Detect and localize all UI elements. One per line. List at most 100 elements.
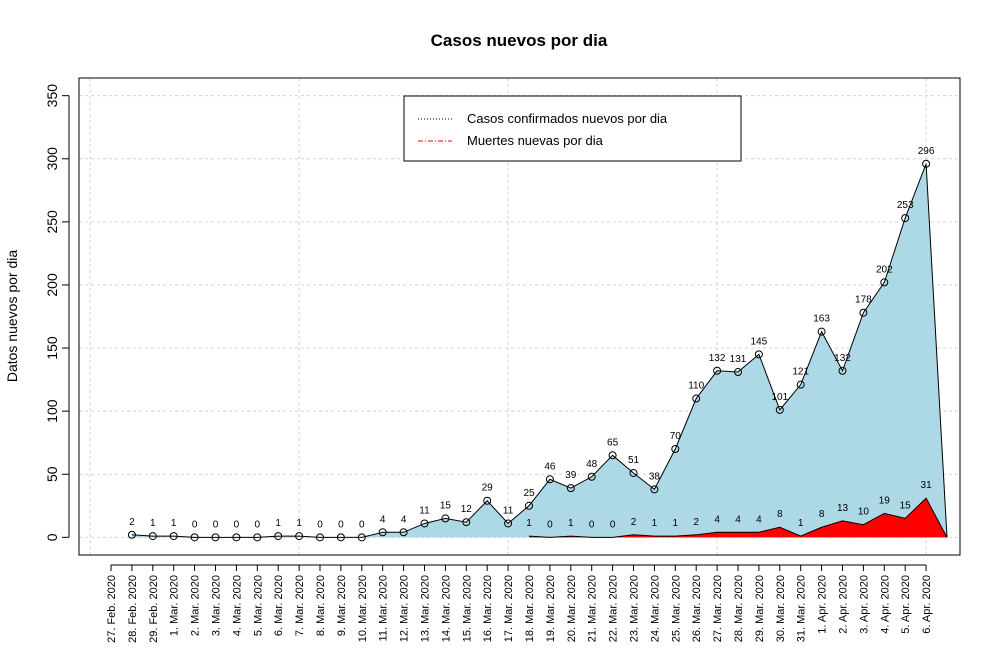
x-tick-label: 16. Mar. 2020 [482, 575, 494, 642]
x-tick-label: 9. Mar. 2020 [336, 575, 348, 636]
data-point [545, 475, 554, 484]
x-tick-label: 5. Mar. 2020 [252, 575, 264, 636]
data-label: 2 [693, 517, 699, 528]
data-point [838, 366, 847, 375]
x-tick-label: 27. Feb. 2020 [106, 575, 118, 643]
data-label: 121 [792, 367, 809, 378]
x-tick-label: 13. Mar. 2020 [420, 575, 432, 642]
data-point [420, 519, 429, 528]
data-label: 296 [918, 146, 935, 157]
data-point [253, 533, 262, 542]
data-point [859, 308, 868, 317]
data-label: 13 [837, 503, 849, 514]
data-point [336, 533, 345, 542]
data-label: 1 [673, 518, 679, 529]
x-tick-label: 27. Mar. 2020 [712, 575, 724, 642]
x-tick-label: 2. Mar. 2020 [190, 575, 202, 636]
data-point [274, 532, 283, 541]
legend: Casos confirmados nuevos por dia Muertes … [403, 95, 742, 162]
data-label: 101 [771, 392, 788, 403]
data-point [880, 278, 889, 287]
data-label: 4 [735, 514, 741, 525]
plot-frame [78, 77, 961, 556]
data-label: 0 [192, 519, 198, 530]
data-label: 4 [714, 514, 720, 525]
data-point [441, 514, 450, 523]
data-label: 0 [359, 519, 365, 530]
data-label: 1 [798, 518, 804, 529]
data-point [629, 468, 638, 477]
area [131, 163, 947, 538]
data-label: 15 [440, 500, 452, 511]
data-point [232, 533, 241, 542]
data-label: 163 [813, 314, 830, 325]
data-label: 51 [628, 455, 640, 466]
data-label: 0 [213, 519, 219, 530]
data-label: 48 [586, 459, 598, 470]
data-point [754, 350, 763, 359]
data-label: 0 [317, 519, 323, 530]
data-label: 2 [129, 517, 135, 528]
x-tick-label: 4. Apr. 2020 [879, 575, 891, 634]
x-tick-label: 6. Apr. 2020 [921, 575, 933, 634]
x-tick-label: 28. Mar. 2020 [733, 575, 745, 642]
data-label: 11 [419, 505, 430, 516]
data-point [504, 519, 513, 528]
data-point [587, 472, 596, 481]
data-point [901, 214, 910, 223]
data-label: 178 [855, 295, 872, 306]
data-label: 11 [503, 505, 514, 516]
x-tick-label: 10. Mar. 2020 [357, 575, 369, 642]
x-tick-label: 3. Apr. 2020 [858, 575, 870, 634]
data-point [734, 368, 742, 377]
data-label: 1 [296, 518, 302, 529]
data-point [566, 484, 575, 493]
x-tick-label: 11. Mar. 2020 [378, 575, 390, 641]
x-tick-label: 24. Mar. 2020 [649, 575, 661, 642]
data-point [483, 496, 492, 505]
data-label: 0 [338, 519, 344, 530]
y-tick-label: 50 [44, 466, 60, 482]
data-point [692, 394, 701, 403]
x-tick-label: 7. Mar. 2020 [294, 575, 306, 636]
x-tick-label: 14. Mar. 2020 [440, 575, 452, 642]
x-tick-label: 5. Apr. 2020 [900, 575, 912, 634]
data-label: 202 [876, 264, 893, 275]
y-tick-label: 150 [44, 336, 60, 360]
legend-box [403, 95, 742, 162]
data-point [127, 530, 136, 539]
data-label: 0 [255, 519, 261, 530]
data-point [399, 528, 408, 537]
data-point [462, 518, 471, 527]
x-tick-label: 30. Mar. 2020 [775, 575, 787, 642]
data-label: 132 [709, 353, 726, 364]
y-tick-label: 350 [44, 84, 60, 108]
data-point [713, 366, 722, 375]
data-label: 1 [568, 518, 574, 529]
x-tick-label: 22. Mar. 2020 [608, 575, 620, 642]
x-tick-label: 12. Mar. 2020 [399, 575, 411, 642]
area-line [528, 497, 948, 538]
x-tick-label: 18. Mar. 2020 [524, 575, 536, 642]
data-label: 1 [275, 518, 281, 529]
data-label: 65 [607, 437, 619, 448]
legend-label: Casos confirmados nuevos por dia [467, 111, 668, 126]
data-label: 0 [547, 519, 553, 530]
data-point [671, 445, 680, 453]
x-tick-label: 3. Mar. 2020 [211, 575, 223, 636]
x-tick-label: 4. Mar. 2020 [231, 575, 243, 636]
data-point [316, 533, 324, 542]
data-label: 131 [730, 354, 747, 365]
x-tick-label: 29. Feb. 2020 [148, 575, 160, 643]
data-point [295, 532, 304, 541]
data-label: 4 [380, 514, 386, 525]
area [529, 498, 947, 538]
data-label: 110 [688, 381, 704, 392]
data-label: 10 [858, 507, 870, 518]
data-label: 0 [234, 519, 240, 530]
x-tick-label: 25. Mar. 2020 [670, 575, 682, 642]
data-point [775, 405, 784, 414]
x-tick-label: 20. Mar. 2020 [566, 575, 578, 642]
x-tick-label: 28. Feb. 2020 [127, 575, 139, 643]
data-label: 4 [401, 514, 407, 525]
